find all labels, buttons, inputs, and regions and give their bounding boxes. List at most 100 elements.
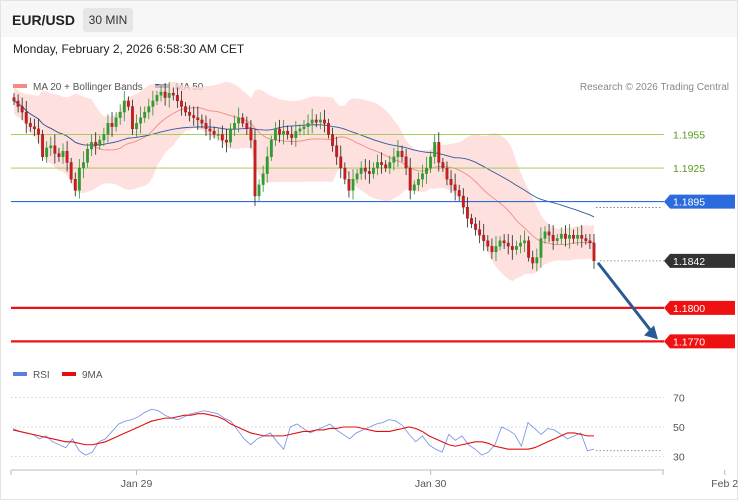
candle (163, 83, 167, 106)
candle (314, 114, 318, 128)
level-label-1-1770-box: 1.1770 (664, 334, 735, 349)
candle (514, 240, 518, 255)
candle-body (20, 106, 24, 113)
candle-body (425, 167, 428, 174)
candle-body (416, 179, 420, 185)
candle (122, 90, 126, 122)
candle-body (343, 167, 347, 180)
candle-body (253, 139, 257, 197)
candle (114, 112, 118, 132)
candle (327, 118, 330, 139)
candle (384, 160, 388, 173)
candle (355, 169, 359, 184)
candle-body (98, 139, 102, 146)
candle (106, 114, 110, 143)
candle (294, 121, 298, 147)
level-label-1-1842-box: 1.1842 (664, 253, 735, 268)
candle (335, 136, 339, 165)
candle (457, 184, 461, 202)
candle (318, 112, 322, 130)
candle-body (367, 171, 371, 174)
rsi-tick-50: 50 (673, 422, 685, 434)
candle (494, 236, 498, 261)
candle (461, 188, 465, 215)
candle (53, 134, 57, 164)
candle-body (498, 240, 502, 247)
candle-body (453, 184, 457, 191)
candle (523, 230, 526, 253)
candle (57, 147, 61, 162)
candle-body (580, 234, 584, 239)
candle-body (184, 106, 187, 113)
candle-body (535, 257, 539, 264)
candle-body (61, 151, 65, 157)
candle-body (90, 142, 94, 150)
candle (445, 161, 449, 186)
candle (449, 170, 453, 193)
candle (470, 213, 473, 228)
candle (180, 90, 183, 116)
candle-body (143, 111, 147, 118)
level-label-1-1770: 1.1770 (673, 336, 705, 348)
candle-body (106, 123, 110, 135)
candle-body (412, 184, 416, 191)
candle-body (421, 173, 424, 180)
candle (519, 235, 522, 254)
candle-body (298, 128, 302, 132)
candle-body (482, 234, 486, 241)
candle (33, 118, 36, 136)
candle (404, 149, 408, 176)
candle-body (335, 145, 339, 157)
candle (102, 127, 106, 147)
candle (339, 145, 343, 179)
candle-body (359, 167, 363, 174)
candle-body (302, 126, 306, 130)
candle (86, 143, 89, 168)
candle (200, 114, 204, 129)
candle-body (429, 156, 433, 169)
candle-body (200, 119, 204, 124)
candle-body (494, 246, 498, 253)
candle-body (33, 126, 36, 130)
candle (175, 87, 179, 108)
candle (237, 107, 241, 133)
candle (192, 106, 196, 126)
legend-label-rsi: RSI (33, 370, 50, 381)
rsi-panel: 70 50 30 (11, 392, 685, 464)
candle (331, 127, 335, 152)
candle (257, 179, 261, 202)
candle-body (323, 119, 326, 124)
candle-body (171, 92, 175, 96)
candle (572, 229, 575, 244)
level-label-1-1925: 1.1925 (673, 163, 705, 175)
candle-body (122, 100, 126, 113)
candle (502, 234, 506, 250)
candle (229, 123, 232, 148)
candle-body (547, 231, 551, 236)
candle (159, 85, 163, 102)
candle-body (306, 123, 310, 127)
candle (265, 146, 269, 183)
candle-body (559, 233, 563, 239)
candle-body (396, 151, 400, 157)
candle (118, 104, 122, 125)
candle (65, 141, 69, 172)
candle-body (41, 134, 45, 157)
candle (437, 132, 441, 172)
candle-body (208, 128, 212, 132)
candle (278, 119, 281, 143)
candle-body (510, 246, 514, 250)
candle-body (404, 156, 408, 169)
candle (12, 93, 16, 105)
level-label-1-1800-box: 1.1800 (664, 300, 735, 315)
candle-body (433, 142, 437, 157)
candle (131, 99, 134, 135)
candle (61, 143, 65, 164)
candle-body (73, 179, 77, 191)
candle (269, 135, 273, 161)
candle-body (261, 173, 265, 185)
x-label-Jan-29: Jan 29 (121, 478, 153, 490)
candle (412, 180, 416, 195)
timeframe-button[interactable]: 30 MIN (83, 8, 133, 32)
